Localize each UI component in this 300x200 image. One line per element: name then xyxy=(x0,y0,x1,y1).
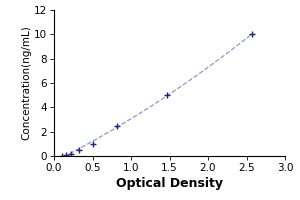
X-axis label: Optical Density: Optical Density xyxy=(116,177,223,190)
Y-axis label: Concentration(ng/mL): Concentration(ng/mL) xyxy=(21,26,31,140)
